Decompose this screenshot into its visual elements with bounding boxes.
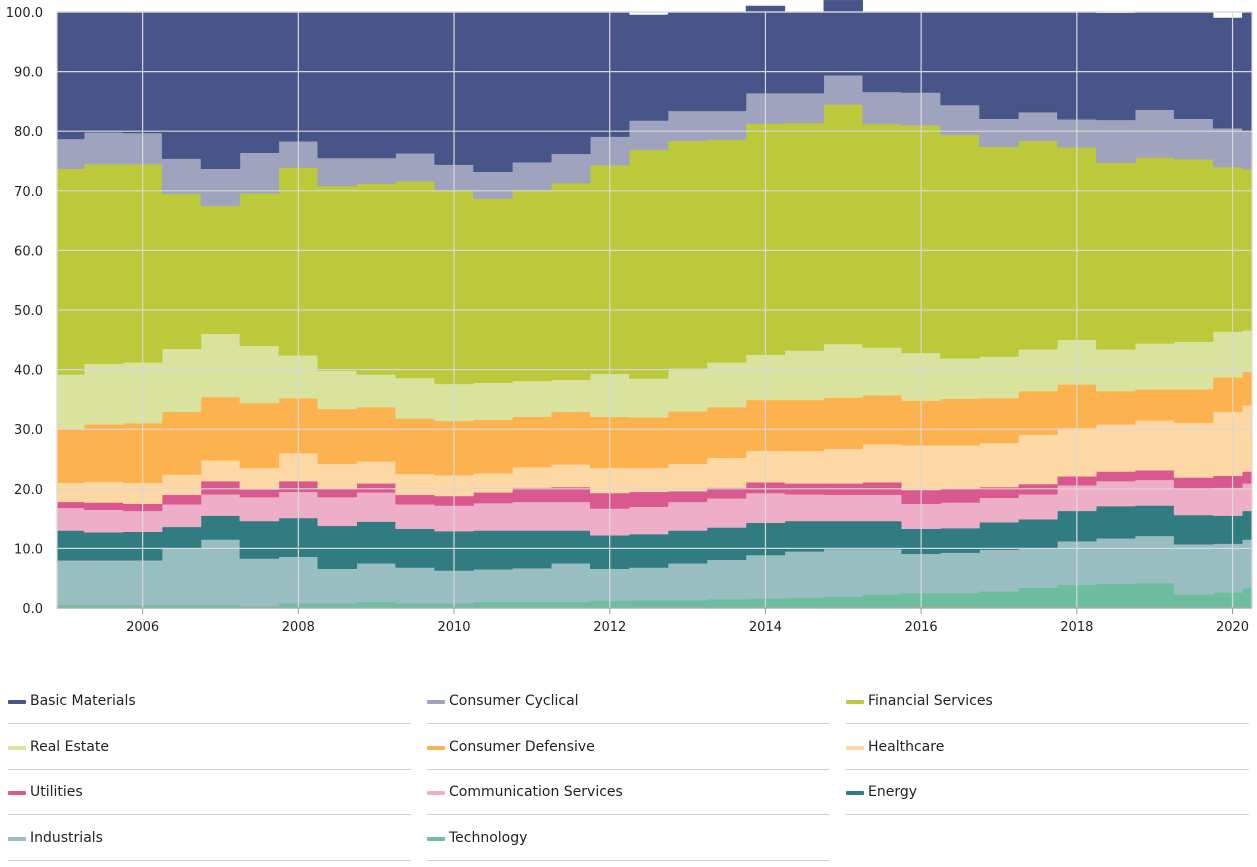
legend-swatch — [8, 791, 26, 795]
x-axis: 2006 2008 2010 2012 2014 2016 2018 2020 — [57, 607, 1252, 635]
legend-swatch — [8, 745, 26, 750]
legend-label: Financial Services — [868, 693, 993, 709]
y-tick-label: 100.0 — [6, 6, 43, 21]
stacked-area-chart: 0.0 10.0 20.0 30.0 40.0 50.0 60.0 70.0 80.0 90.0 1… — [6, 0, 1253, 635]
legend-swatch — [427, 836, 445, 841]
y-tick-label: 40.0 — [14, 364, 43, 379]
x-tick-label: 2014 — [749, 620, 782, 635]
legend-label: Energy — [868, 784, 918, 800]
x-tick-label: 2016 — [905, 620, 938, 635]
legend-item-real-estate[interactable]: Real Estate — [8, 726, 411, 770]
x-tick-label: 2008 — [282, 620, 315, 635]
legend-label: Basic Materials — [30, 693, 136, 709]
legend-item-basic-materials[interactable]: Basic Materials — [8, 680, 411, 724]
y-tick-label: 50.0 — [14, 304, 43, 319]
legend-swatch — [846, 700, 864, 704]
legend-item-consumer-cyclical[interactable]: Consumer Cyclical — [427, 680, 830, 724]
legend-swatch — [427, 791, 445, 795]
y-tick-label: 80.0 — [14, 125, 43, 140]
legend-item-energy[interactable]: Energy — [846, 771, 1249, 815]
legend-swatch — [8, 700, 26, 704]
legend-label: Consumer Cyclical — [449, 693, 579, 709]
y-tick-label: 0.0 — [22, 602, 43, 617]
x-tick-label: 2006 — [126, 620, 159, 635]
legend-label: Communication Services — [449, 784, 623, 800]
legend-swatch — [427, 700, 445, 704]
legend-label: Consumer Defensive — [449, 738, 595, 755]
legend-swatch — [8, 836, 26, 841]
area-layers — [56, 0, 1253, 609]
legend-item-communication-services[interactable]: Communication Services — [427, 771, 830, 815]
legend-item-consumer-defensive[interactable]: Consumer Defensive — [427, 726, 830, 770]
area-basic-materials[interactable] — [56, 0, 1253, 172]
legend-item-financial-services[interactable]: Financial Services — [846, 680, 1249, 724]
legend-item-healthcare[interactable]: Healthcare — [846, 726, 1249, 770]
x-tick-label: 2010 — [437, 620, 470, 635]
legend-swatch — [846, 791, 864, 795]
legend-item-industrials[interactable]: Industrials — [8, 817, 411, 861]
y-tick-label: 70.0 — [14, 185, 43, 200]
y-tick-label: 20.0 — [14, 483, 43, 498]
y-tick-label: 30.0 — [14, 423, 43, 438]
y-tick-label: 10.0 — [14, 542, 43, 557]
legend-label: Utilities — [30, 784, 83, 800]
y-tick-label: 90.0 — [14, 66, 43, 81]
x-tick-label: 2020 — [1216, 620, 1249, 635]
x-tick-label: 2018 — [1060, 620, 1093, 635]
x-tick-label: 2012 — [593, 620, 626, 635]
legend-label: Technology — [449, 829, 528, 846]
y-tick-label: 60.0 — [14, 244, 43, 259]
legend-item-utilities[interactable]: Utilities — [8, 771, 411, 815]
legend-swatch — [846, 745, 864, 750]
y-axis: 0.0 10.0 20.0 30.0 40.0 50.0 60.0 70.0 80.0 90.0 1… — [6, 6, 43, 617]
legend-swatch — [427, 745, 445, 750]
legend-label: Real Estate — [30, 738, 109, 755]
legend-label: Healthcare — [868, 738, 945, 755]
legend-label: Industrials — [30, 829, 103, 846]
legend-item-technology[interactable]: Technology — [427, 817, 830, 861]
